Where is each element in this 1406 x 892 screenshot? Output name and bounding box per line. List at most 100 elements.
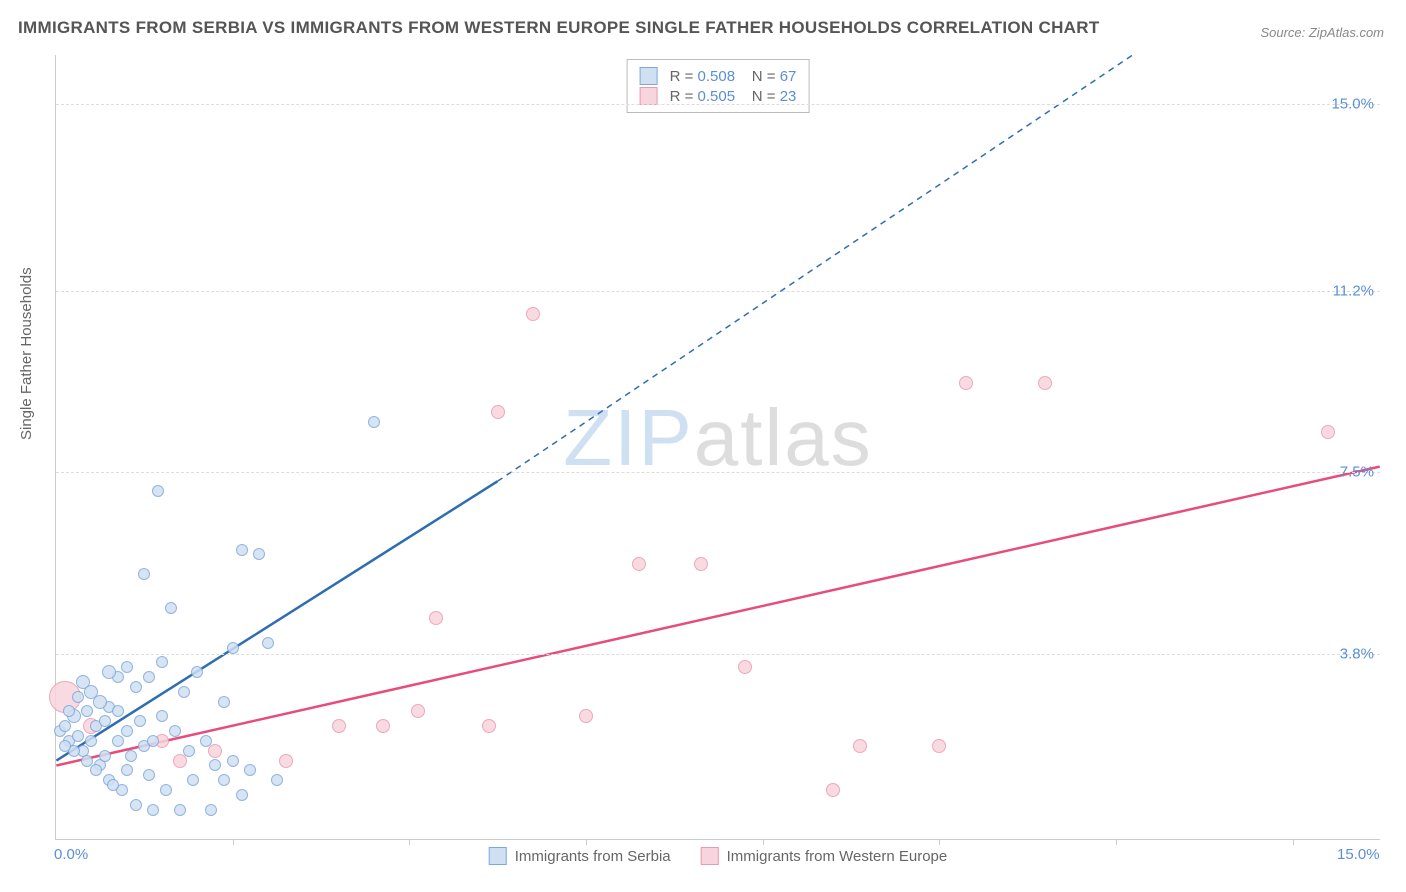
scatter-point-serbia bbox=[227, 755, 239, 767]
scatter-point-serbia bbox=[271, 774, 283, 786]
correlation-row-we: R = 0.505 N = 23 bbox=[640, 86, 797, 106]
scatter-point-serbia bbox=[143, 671, 155, 683]
legend-label-serbia: Immigrants from Serbia bbox=[515, 848, 671, 865]
scatter-point-we bbox=[579, 709, 593, 723]
scatter-point-serbia bbox=[236, 789, 248, 801]
x-tick-mark bbox=[586, 839, 587, 845]
scatter-point-serbia bbox=[169, 725, 181, 737]
scatter-point-serbia bbox=[178, 686, 190, 698]
scatter-point-serbia bbox=[107, 779, 119, 791]
scatter-point-serbia bbox=[147, 804, 159, 816]
y-tick-label: 11.2% bbox=[1333, 282, 1374, 299]
scatter-point-serbia bbox=[244, 764, 256, 776]
scatter-point-serbia bbox=[183, 745, 195, 757]
scatter-point-serbia bbox=[125, 750, 137, 762]
scatter-point-serbia bbox=[160, 784, 172, 796]
x-tick-mark bbox=[1116, 839, 1117, 845]
scatter-point-serbia bbox=[99, 750, 111, 762]
scatter-point-serbia bbox=[112, 735, 124, 747]
x-tick-mark bbox=[233, 839, 234, 845]
x-tick-mark bbox=[939, 839, 940, 845]
swatch-we-2 bbox=[701, 847, 719, 865]
scatter-point-serbia bbox=[368, 416, 380, 428]
scatter-point-serbia bbox=[200, 735, 212, 747]
swatch-serbia bbox=[640, 67, 658, 85]
series-legend: Immigrants from Serbia Immigrants from W… bbox=[489, 847, 948, 865]
y-axis-label: Single Father Households bbox=[18, 267, 35, 440]
scatter-point-we bbox=[332, 719, 346, 733]
r-value-we: 0.505 bbox=[698, 88, 736, 105]
scatter-point-serbia bbox=[81, 705, 93, 717]
scatter-point-we bbox=[1038, 376, 1052, 390]
scatter-point-serbia bbox=[99, 715, 111, 727]
scatter-point-we bbox=[376, 719, 390, 733]
trend-lines-svg bbox=[56, 55, 1380, 839]
scatter-point-serbia bbox=[236, 544, 248, 556]
legend-item-serbia: Immigrants from Serbia bbox=[489, 847, 671, 865]
source-attribution: Source: ZipAtlas.com bbox=[1260, 25, 1384, 40]
correlation-row-serbia: R = 0.508 N = 67 bbox=[640, 66, 797, 86]
n-label: N = bbox=[752, 68, 776, 85]
scatter-point-we bbox=[526, 307, 540, 321]
scatter-point-serbia bbox=[262, 637, 274, 649]
chart-plot-area: ZIPatlas R = 0.508 N = 67 R = 0.505 N = … bbox=[55, 55, 1380, 840]
x-tick-label: 0.0% bbox=[54, 846, 88, 863]
legend-label-we: Immigrants from Western Europe bbox=[727, 848, 948, 865]
scatter-point-serbia bbox=[134, 715, 146, 727]
scatter-point-serbia bbox=[209, 759, 221, 771]
n-value-serbia: 67 bbox=[780, 68, 797, 85]
x-tick-mark bbox=[409, 839, 410, 845]
r-label: R = bbox=[670, 88, 694, 105]
r-value-serbia: 0.508 bbox=[698, 68, 736, 85]
scatter-point-we bbox=[491, 405, 505, 419]
scatter-point-we bbox=[482, 719, 496, 733]
scatter-point-we bbox=[1321, 425, 1335, 439]
swatch-serbia-2 bbox=[489, 847, 507, 865]
scatter-point-serbia bbox=[112, 705, 124, 717]
scatter-point-serbia bbox=[121, 661, 133, 673]
grid-line bbox=[56, 291, 1380, 292]
watermark-atlas: atlas bbox=[694, 393, 873, 482]
grid-line bbox=[56, 472, 1380, 473]
scatter-point-serbia bbox=[205, 804, 217, 816]
scatter-point-serbia bbox=[174, 804, 186, 816]
scatter-point-serbia bbox=[253, 548, 265, 560]
y-tick-label: 7.5% bbox=[1340, 464, 1374, 481]
y-tick-label: 15.0% bbox=[1331, 96, 1374, 113]
scatter-point-we bbox=[411, 704, 425, 718]
x-tick-label: 15.0% bbox=[1337, 846, 1380, 863]
scatter-point-we bbox=[959, 376, 973, 390]
scatter-point-we bbox=[632, 557, 646, 571]
scatter-point-serbia bbox=[90, 764, 102, 776]
scatter-point-serbia bbox=[121, 764, 133, 776]
scatter-point-serbia bbox=[156, 710, 168, 722]
watermark: ZIPatlas bbox=[563, 392, 872, 484]
y-tick-label: 3.8% bbox=[1340, 645, 1374, 662]
scatter-point-we bbox=[694, 557, 708, 571]
scatter-point-serbia bbox=[187, 774, 199, 786]
grid-line bbox=[56, 104, 1380, 105]
corr-text-we: R = 0.505 N = 23 bbox=[670, 88, 797, 105]
scatter-point-serbia bbox=[147, 735, 159, 747]
corr-text-serbia: R = 0.508 N = 67 bbox=[670, 68, 797, 85]
scatter-point-serbia bbox=[130, 799, 142, 811]
scatter-point-serbia bbox=[138, 568, 150, 580]
grid-line bbox=[56, 654, 1380, 655]
scatter-point-serbia bbox=[156, 656, 168, 668]
scatter-point-we bbox=[853, 739, 867, 753]
scatter-point-serbia bbox=[59, 740, 71, 752]
scatter-point-serbia bbox=[143, 769, 155, 781]
scatter-point-we bbox=[429, 611, 443, 625]
scatter-point-serbia bbox=[227, 642, 239, 654]
scatter-point-serbia bbox=[85, 735, 97, 747]
n-label: N = bbox=[752, 88, 776, 105]
r-label: R = bbox=[670, 68, 694, 85]
legend-item-we: Immigrants from Western Europe bbox=[701, 847, 948, 865]
scatter-point-serbia bbox=[63, 705, 75, 717]
chart-title: IMMIGRANTS FROM SERBIA VS IMMIGRANTS FRO… bbox=[18, 18, 1100, 38]
x-tick-mark bbox=[1293, 839, 1294, 845]
watermark-zip: ZIP bbox=[563, 393, 693, 482]
swatch-we bbox=[640, 87, 658, 105]
scatter-point-serbia bbox=[165, 602, 177, 614]
scatter-point-serbia bbox=[218, 774, 230, 786]
